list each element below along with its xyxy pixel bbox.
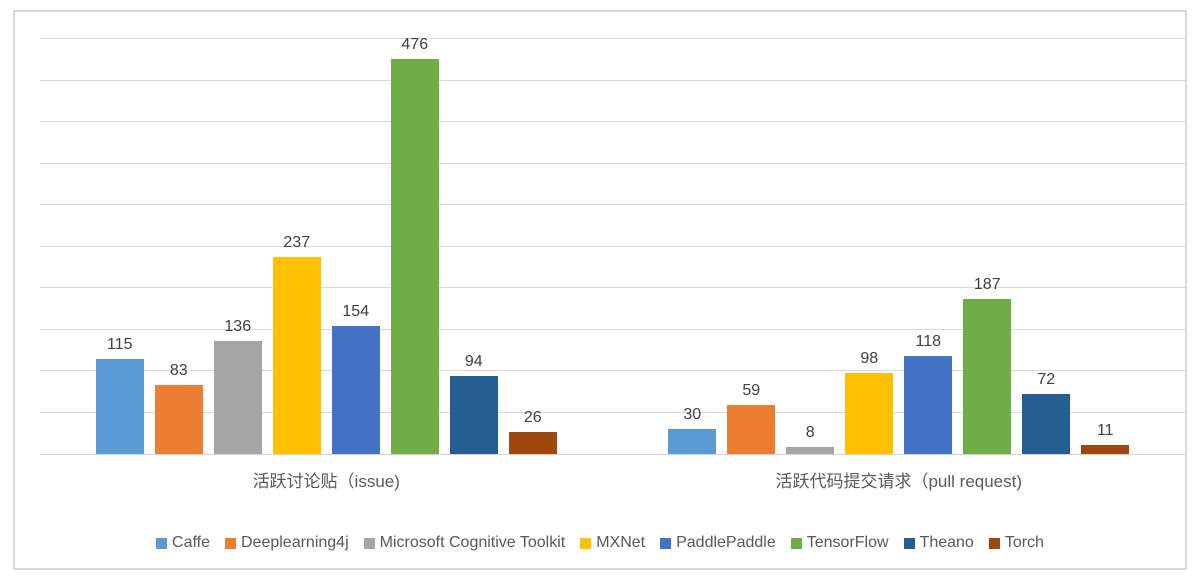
bar-caffe: [668, 429, 717, 454]
bar-column: 136: [213, 318, 262, 454]
legend-item-torch: Torch: [988, 534, 1044, 552]
bar-column: 30: [668, 406, 717, 454]
bar-mxnet: [845, 372, 894, 454]
gridline: [40, 328, 1185, 330]
bar-column: 118: [904, 333, 953, 454]
bar-theano: [449, 376, 498, 454]
legend-item-theano: Theano: [903, 534, 974, 552]
bar-tensorflow: [963, 298, 1012, 454]
gridline: [40, 411, 1185, 413]
bar-deeplearning4j: [154, 385, 203, 454]
bar-value-label: 26: [523, 409, 542, 427]
bar-value-label: 11: [1096, 421, 1114, 439]
legend-label: PaddlePaddle: [676, 534, 776, 551]
bar-column: 11: [1081, 421, 1130, 454]
bar-value-label: 118: [915, 333, 941, 351]
bar-column: 72: [1022, 371, 1071, 454]
gridline: [40, 38, 1185, 39]
gridline: [40, 370, 1185, 371]
bar-paddlepaddle: [331, 326, 380, 454]
bar-value-label: 72: [1037, 371, 1056, 389]
legend-swatch-icon: [790, 537, 802, 549]
plot-area: 115 83 136 237 154 476 94 26 30 59 8 98 118 187 72 11: [40, 36, 1186, 455]
bar-paddlepaddle: [904, 356, 953, 454]
legend-swatch-icon: [988, 537, 1000, 549]
legend-swatch-icon: [156, 537, 168, 549]
bar-column: 154: [331, 303, 380, 454]
bar-column: 98: [845, 349, 894, 454]
legend-swatch-icon: [580, 537, 592, 549]
bar-value-label: 154: [342, 303, 370, 321]
bar-value-label: 98: [860, 349, 879, 367]
bar-column: 476: [390, 35, 439, 454]
bar-value-label: 8: [805, 424, 815, 442]
bar-torch: [1081, 444, 1130, 454]
bar-column: 94: [449, 353, 498, 454]
bar-theano: [1022, 394, 1071, 454]
legend-swatch-icon: [660, 537, 672, 549]
bar-value-label: 237: [283, 234, 311, 252]
gridline: [40, 287, 1185, 288]
category-label-2: 活跃代码提交请求（pull request): [775, 472, 1023, 491]
bar-value-label: 476: [401, 35, 429, 53]
legend-item-mxnet: MXNet: [580, 534, 645, 552]
legend-item-caffe: Caffe: [156, 534, 210, 552]
legend-swatch-icon: [225, 537, 236, 549]
bar-value-label: 115: [106, 335, 133, 353]
bar-group-1: 115 83 136 237 154 476 94 26: [40, 36, 613, 454]
gridlines: [40, 38, 1185, 454]
bar-tensorflow: [390, 58, 439, 454]
legend-label: Caffe: [172, 534, 210, 551]
bar-value-label: 83: [169, 362, 188, 380]
legend-item-deeplearning4j: Deeplearning4j: [225, 534, 349, 552]
bar-value-label: 187: [973, 275, 1001, 293]
gridline: [40, 79, 1185, 81]
bar-caffe: [95, 358, 144, 454]
chart-frame: 115 83 136 237 154 476 94 26 30 59 8 98 118 187 72 11 活…: [13, 10, 1187, 570]
bar-value-label: 136: [224, 318, 252, 336]
bar-column: 115: [95, 335, 144, 454]
category-label-1: 活跃讨论贴（issue): [252, 472, 400, 491]
bar-value-label: 94: [464, 353, 483, 370]
bar-value-label: 59: [742, 382, 761, 399]
legend-label: Theano: [919, 534, 974, 551]
bar-column: 8: [786, 424, 835, 454]
bar-groups: 115 83 136 237 154 476 94 26 30 59 8 98 118 187 72 11: [40, 36, 1186, 454]
bar-microsoft-cognitive-toolkit: [213, 341, 262, 454]
bar-mxnet: [272, 257, 321, 454]
bar-microsoft-cognitive-toolkit: [786, 447, 835, 454]
bar-group-2: 30 59 8 98 118 187 72 11: [613, 40, 1186, 454]
legend-label: Torch: [1004, 534, 1044, 551]
legend-label: Microsoft Cognitive Toolkit: [379, 534, 566, 551]
gridline: [40, 204, 1185, 205]
legend-label: TensorFlow: [806, 534, 889, 551]
gridline: [40, 121, 1185, 122]
bar-column: 187: [963, 275, 1012, 454]
bar-value-label: 30: [683, 406, 702, 424]
legend-swatch-icon: [903, 537, 915, 549]
bar-deeplearning4j: [727, 405, 776, 454]
bar-column: 237: [272, 234, 321, 454]
legend: Caffe Deeplearning4j Microsoft Cognitive T…: [15, 534, 1185, 552]
gridline: [40, 245, 1185, 247]
bar-column: 59: [727, 382, 776, 454]
bar-column: 83: [154, 362, 203, 454]
bar-column: 26: [508, 409, 557, 454]
gridline: [40, 162, 1185, 164]
legend-item-microsoft-cognitive-toolkit: Microsoft Cognitive Toolkit: [363, 534, 566, 552]
legend-item-tensorflow: TensorFlow: [790, 534, 889, 552]
legend-swatch-icon: [363, 537, 375, 549]
legend-item-paddlepaddle: PaddlePaddle: [660, 534, 776, 552]
legend-label: MXNet: [596, 534, 646, 551]
legend-label: Deeplearning4j: [241, 534, 349, 551]
bar-torch: [508, 432, 557, 454]
category-labels: 活跃讨论贴（issue) 活跃代码提交请求（pull request): [40, 467, 1185, 492]
